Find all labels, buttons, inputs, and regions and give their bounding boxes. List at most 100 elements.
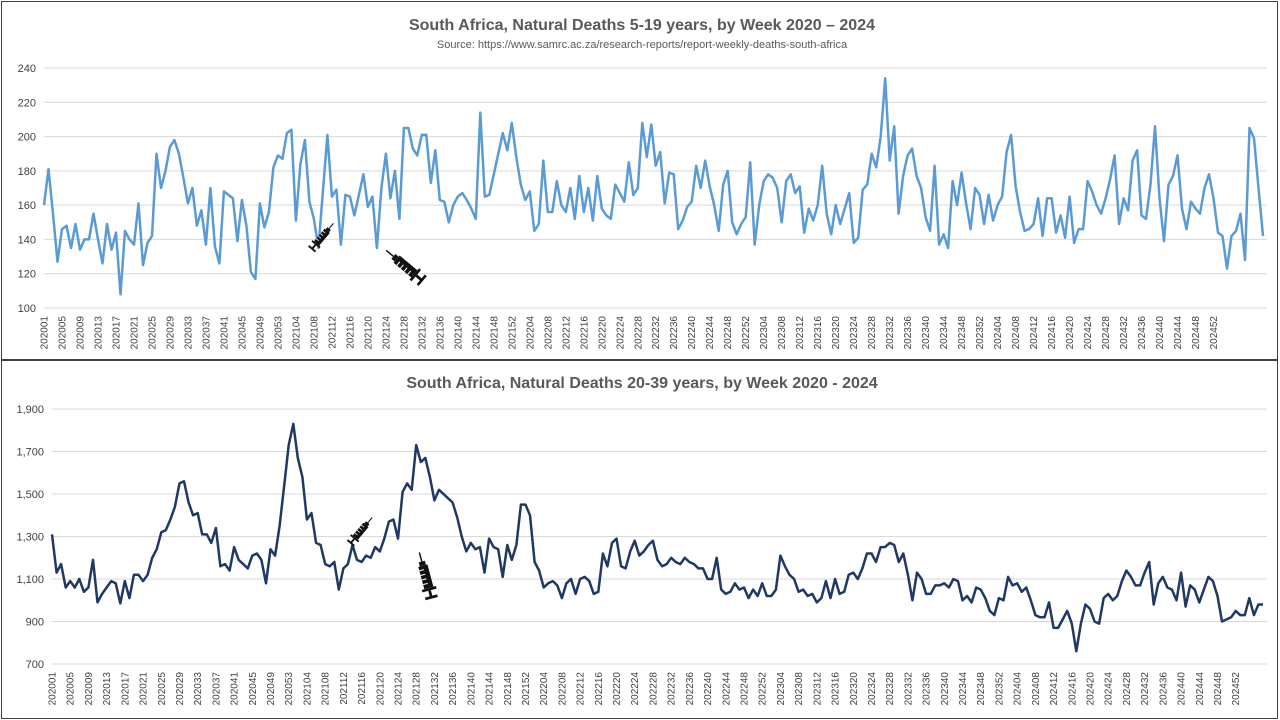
x-tick-label: 202404 bbox=[1013, 672, 1024, 706]
syringe-icon bbox=[385, 249, 427, 286]
x-tick-label: 202228 bbox=[633, 316, 644, 350]
x-tick-label: 202112 bbox=[327, 316, 338, 349]
x-tick-label: 202408 bbox=[1031, 672, 1042, 706]
x-tick-label: 202005 bbox=[57, 316, 68, 350]
x-tick-label: 202148 bbox=[503, 672, 514, 706]
x-tick-label: 202049 bbox=[255, 316, 266, 350]
x-tick-label: 202404 bbox=[993, 316, 1004, 350]
x-tick-label: 202216 bbox=[579, 316, 590, 350]
x-tick-label: 202104 bbox=[302, 672, 313, 706]
chart-20-39-years: South Africa, Natural Deaths 20-39 years… bbox=[16, 375, 1267, 706]
x-tick-label: 202224 bbox=[615, 316, 626, 350]
chart-panel-bottom: South Africa, Natural Deaths 20-39 years… bbox=[1, 360, 1278, 719]
y-tick-label: 120 bbox=[18, 269, 36, 281]
y-tick-label: 1,500 bbox=[16, 489, 44, 501]
x-tick-label: 202436 bbox=[1158, 672, 1169, 706]
x-tick-label: 202320 bbox=[831, 316, 842, 350]
x-tick-label: 202452 bbox=[1231, 672, 1242, 706]
x-tick-label: 202452 bbox=[1209, 316, 1220, 350]
series-line bbox=[50, 422, 1263, 653]
y-tick-label: 1,900 bbox=[16, 404, 44, 416]
y-tick-label: 100 bbox=[18, 303, 36, 315]
x-tick-label: 202420 bbox=[1086, 672, 1097, 706]
x-tick-label: 202228 bbox=[648, 672, 659, 706]
y-tick-label: 1,700 bbox=[16, 447, 44, 459]
x-tick-label: 202152 bbox=[521, 672, 532, 706]
y-tick-label: 160 bbox=[18, 200, 36, 212]
x-tick-label: 202312 bbox=[812, 672, 823, 706]
x-tick-label: 202128 bbox=[399, 316, 410, 350]
x-tick-label: 202412 bbox=[1029, 316, 1040, 350]
x-tick-label: 202436 bbox=[1137, 316, 1148, 350]
x-tick-label: 202332 bbox=[903, 672, 914, 706]
x-tick-label: 202244 bbox=[705, 316, 716, 350]
x-tick-label: 202009 bbox=[84, 672, 95, 706]
x-tick-label: 202444 bbox=[1195, 672, 1206, 706]
x-tick-label: 202001 bbox=[40, 316, 51, 350]
x-tick-label: 202136 bbox=[435, 316, 446, 350]
x-tick-label: 202001 bbox=[48, 672, 59, 706]
chart-title: South Africa, Natural Deaths 5-19 years,… bbox=[409, 17, 875, 34]
x-tick-label: 202432 bbox=[1119, 316, 1130, 350]
x-tick-label: 202308 bbox=[777, 316, 788, 350]
x-tick-label: 202128 bbox=[412, 672, 423, 706]
x-tick-label: 202208 bbox=[557, 672, 568, 706]
x-tick-label: 202336 bbox=[903, 316, 914, 350]
x-tick-label: 202049 bbox=[266, 672, 277, 706]
x-tick-label: 202340 bbox=[940, 672, 951, 706]
x-tick-label: 202220 bbox=[597, 316, 608, 350]
x-tick-label: 202108 bbox=[321, 672, 332, 706]
x-tick-label: 202236 bbox=[669, 316, 680, 350]
x-tick-label: 202144 bbox=[471, 316, 482, 350]
x-tick-label: 202140 bbox=[453, 316, 464, 350]
x-tick-label: 202328 bbox=[885, 672, 896, 706]
x-tick-label: 202025 bbox=[147, 316, 158, 350]
x-tick-label: 202420 bbox=[1065, 316, 1076, 350]
x-tick-label: 202428 bbox=[1101, 316, 1112, 350]
x-tick-label: 202248 bbox=[740, 672, 751, 706]
x-tick-label: 202140 bbox=[466, 672, 477, 706]
x-tick-label: 202220 bbox=[612, 672, 623, 706]
x-tick-label: 202340 bbox=[921, 316, 932, 350]
x-tick-label: 202416 bbox=[1047, 316, 1058, 350]
chart-panel-top: South Africa, Natural Deaths 5-19 years,… bbox=[1, 1, 1278, 360]
x-tick-label: 202212 bbox=[576, 672, 587, 706]
x-tick-label: 202440 bbox=[1155, 316, 1166, 350]
x-tick-label: 202324 bbox=[849, 316, 860, 350]
x-tick-label: 202336 bbox=[922, 672, 933, 706]
x-tick-label: 202424 bbox=[1104, 672, 1115, 706]
x-tick-label: 202013 bbox=[102, 672, 113, 706]
x-tick-label: 202212 bbox=[561, 316, 572, 350]
x-tick-label: 202045 bbox=[248, 672, 259, 706]
x-tick-label: 202408 bbox=[1011, 316, 1022, 350]
x-tick-label: 202440 bbox=[1177, 672, 1188, 706]
x-tick-label: 202432 bbox=[1140, 672, 1151, 706]
x-tick-label: 202013 bbox=[93, 316, 104, 350]
x-tick-label: 202005 bbox=[66, 672, 77, 706]
x-tick-label: 202204 bbox=[525, 316, 536, 350]
y-tick-label: 220 bbox=[18, 97, 36, 109]
x-tick-label: 202112 bbox=[339, 672, 350, 705]
x-tick-label: 202216 bbox=[594, 672, 605, 706]
x-tick-label: 202348 bbox=[957, 316, 968, 350]
x-tick-label: 202144 bbox=[485, 672, 496, 706]
x-tick-label: 202232 bbox=[667, 672, 678, 706]
chart-5-19-years: South Africa, Natural Deaths 5-19 years,… bbox=[18, 17, 1267, 350]
x-tick-label: 202328 bbox=[867, 316, 878, 350]
series-line bbox=[42, 77, 1265, 296]
y-tick-label: 200 bbox=[18, 132, 36, 144]
x-tick-label: 202448 bbox=[1191, 316, 1202, 350]
y-tick-label: 240 bbox=[18, 63, 36, 75]
x-tick-label: 202017 bbox=[120, 672, 131, 706]
x-tick-label: 202029 bbox=[175, 672, 186, 706]
x-tick-label: 202116 bbox=[345, 316, 356, 349]
syringe-icon bbox=[308, 223, 334, 253]
x-tick-label: 202348 bbox=[976, 672, 987, 706]
x-tick-label: 202424 bbox=[1083, 316, 1094, 350]
x-tick-label: 202236 bbox=[685, 672, 696, 706]
x-tick-label: 202252 bbox=[758, 672, 769, 706]
x-tick-label: 202132 bbox=[430, 672, 441, 706]
x-tick-label: 202344 bbox=[958, 672, 969, 706]
x-tick-label: 202041 bbox=[219, 316, 230, 350]
y-tick-label: 1,100 bbox=[16, 574, 44, 586]
